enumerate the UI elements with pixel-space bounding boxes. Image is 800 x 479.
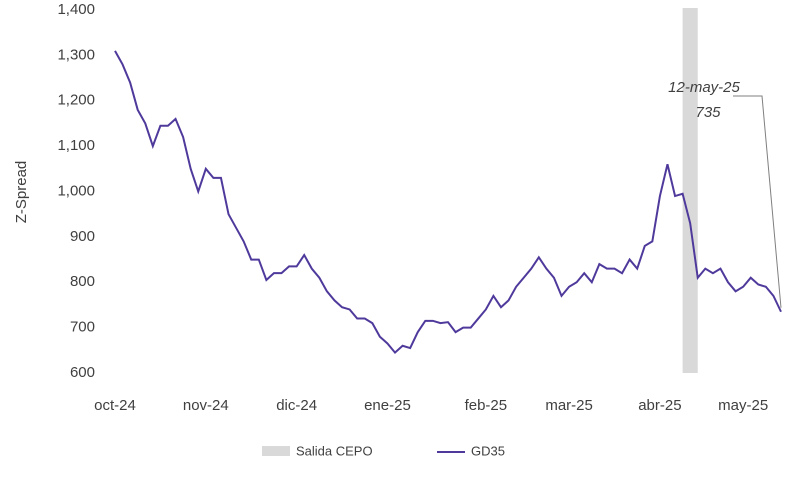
annotation-value: 735 xyxy=(695,104,721,121)
legend-label: Salida CEPO xyxy=(296,443,373,458)
y-tick-label: 1,200 xyxy=(57,92,95,109)
x-tick-label: may-25 xyxy=(718,397,768,414)
x-tick-label: abr-25 xyxy=(638,397,681,414)
legend-label: GD35 xyxy=(471,443,505,458)
legend-swatch xyxy=(262,446,290,456)
annotation-leader xyxy=(733,95,782,308)
y-axis-label: Z-Spread xyxy=(13,161,30,224)
y-tick-label: 1,100 xyxy=(57,137,95,154)
y-tick-label: 1,000 xyxy=(57,182,95,199)
y-tick-label: 1,300 xyxy=(57,46,95,63)
x-tick-label: ene-25 xyxy=(364,397,411,414)
series-line xyxy=(114,50,782,355)
annotation-date: 12-may-25 xyxy=(668,79,740,96)
y-tick-label: 800 xyxy=(70,273,95,290)
x-tick-label: oct-24 xyxy=(94,397,136,414)
x-tick-label: mar-25 xyxy=(545,397,593,414)
y-tick-label: 600 xyxy=(70,364,95,381)
shaded-band xyxy=(682,8,698,373)
y-tick-label: 1,400 xyxy=(57,1,95,18)
y-tick-label: 900 xyxy=(70,228,95,245)
x-tick-label: nov-24 xyxy=(183,397,229,414)
y-tick-label: 700 xyxy=(70,319,95,336)
x-tick-label: feb-25 xyxy=(465,397,508,414)
x-tick-label: dic-24 xyxy=(276,397,317,414)
